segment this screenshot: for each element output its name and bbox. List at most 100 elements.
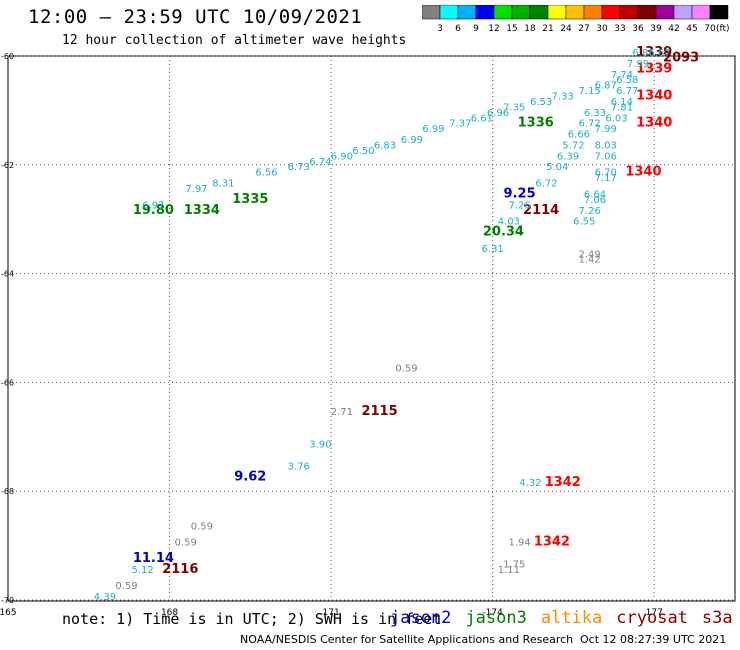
scale-unit: (ft) [716,24,730,34]
wave-height-label: 6.72 [578,119,600,130]
track-id-label: 2093 [663,50,699,65]
wave-height-label: 4.32 [519,478,541,489]
scale-label: 45 [686,24,697,34]
chart-title: 12:00 — 23:59 UTC 10/09/2021 [28,6,363,28]
plot-frame [7,55,736,602]
wave-height-label: 0.59 [115,581,137,592]
footer-note: note: 1) Time is in UTC; 2) SWH is in fe… [62,610,442,628]
wave-height-label: 3.90 [309,440,331,451]
wave-height-label: 7.99 [595,124,617,135]
wave-height-label: 3.76 [288,461,310,472]
wave-height-label: 7.17 [595,173,617,184]
scale-swatch [457,5,477,20]
x-tick-label: 171 [323,608,340,618]
y-tick-label: -62 [1,161,14,170]
scale-label: 42 [668,24,679,34]
track-id-label: 1340 [625,165,661,180]
wave-height-label: 6.67 [648,48,670,59]
satellite-jason2: jason2 [390,608,452,628]
y-tick-label: -70 [1,596,14,605]
wave-height-label: 6.39 [557,151,579,162]
wave-height-label: 2.71 [331,407,353,418]
x-tick-label: 177 [646,608,663,618]
satellite-legend: jason2 jason3 altika cryosat s3a [390,608,740,628]
wave-height-label: 6.31 [482,244,504,255]
scale-swatch [565,5,585,20]
scale-swatch [475,5,495,20]
track-id-label: 2115 [361,404,397,419]
wave-height-label: 7.35 [503,102,525,113]
wave-height-label: 6.50 [352,146,374,157]
track-id-label: 11.14 [133,551,174,566]
wave-height-label: 6.83 [374,140,396,151]
satellite-cryosat: cryosat [616,608,688,628]
track-id-label: 19.80 [133,203,174,218]
track-id-label: 1335 [232,192,268,207]
scale-swatch [619,5,639,20]
scale-label: 39 [650,24,662,34]
track-id-label: 1336 [518,116,554,131]
wave-height-label: 7.15 [578,86,600,97]
y-tick-label: -66 [1,378,14,387]
scale-label: 6 [455,24,461,34]
wave-height-label: 4.39 [94,592,116,603]
scale-swatch [637,5,657,20]
wave-height-label: 6.14 [611,97,633,108]
wave-height-label: 7.97 [185,184,207,195]
track-id-label: 1340 [636,116,672,131]
satellite-jason3: jason3 [465,608,527,628]
wave-height-label: 8.31 [212,179,234,190]
scale-swatch [709,5,729,20]
wave-height-label: 6.03 [605,113,627,124]
track-id-label: 9.25 [504,186,536,201]
scale-swatch [439,5,459,20]
scale-label: 9 [473,24,479,34]
wave-height-label: 6.33 [584,108,606,119]
wave-height-label: 7.99 [627,59,649,70]
wave-height-label: 6.86 [632,48,654,59]
wave-height-label: 1.11 [498,565,520,576]
scale-label: 33 [614,24,625,34]
scale-label: 3 [437,24,443,34]
wave-height-label: 4.03 [498,217,520,228]
chart-subtitle: 12 hour collection of altimeter wave hei… [62,33,407,48]
wave-height-label: 6.56 [255,168,277,179]
wave-height-label: 1.75 [503,559,525,570]
scale-swatch [529,5,549,20]
track-id-label: 2114 [523,203,559,218]
wave-height-label: 7.26 [578,206,600,217]
wave-height-label: 7.37 [449,119,471,130]
y-tick-label: -64 [1,270,14,279]
timestamp-text: Oct 12 08:27:39 UTC 2021 [580,633,727,646]
scale-swatch [511,5,531,20]
wave-height-label: 6.66 [568,130,590,141]
satellite-altika: altika [540,608,603,628]
scale-label: 21 [542,24,553,34]
scale-label: 30 [596,24,608,34]
wave-height-label: 6.96 [487,108,509,119]
track-id-label: 1339 [636,45,672,60]
scale-swatch [691,5,711,20]
wave-height-label: 5.04 [546,162,568,173]
scale-label: 15 [506,24,517,34]
y-tick-label: -68 [1,487,14,496]
track-id-label: 1334 [184,203,220,218]
color-scale-legend: 3 6 9 12 15 18 21 24 27 30 33 36 39 42 45 70 (ft) [422,5,730,34]
wave-height-label: 0.59 [395,364,417,375]
wave-height-label: 6.64 [584,189,606,200]
y-tick-label: -60 [1,52,14,61]
scale-label: 12 [488,24,499,34]
scale-swatch [583,5,603,20]
scale-swatch [547,5,567,20]
scale-label: 18 [524,24,536,34]
scale-swatch [655,5,675,20]
wave-height-label: 0.59 [191,521,213,532]
wave-height-label: 6.61 [471,113,493,124]
track-id-label: 1342 [545,475,581,490]
wave-height-label: 6.55 [573,217,595,228]
scale-label: 70 [704,24,716,34]
scale-label: 36 [632,24,644,34]
x-tick-label: -174 [482,608,503,618]
wave-height-label: 6.72 [535,179,557,190]
